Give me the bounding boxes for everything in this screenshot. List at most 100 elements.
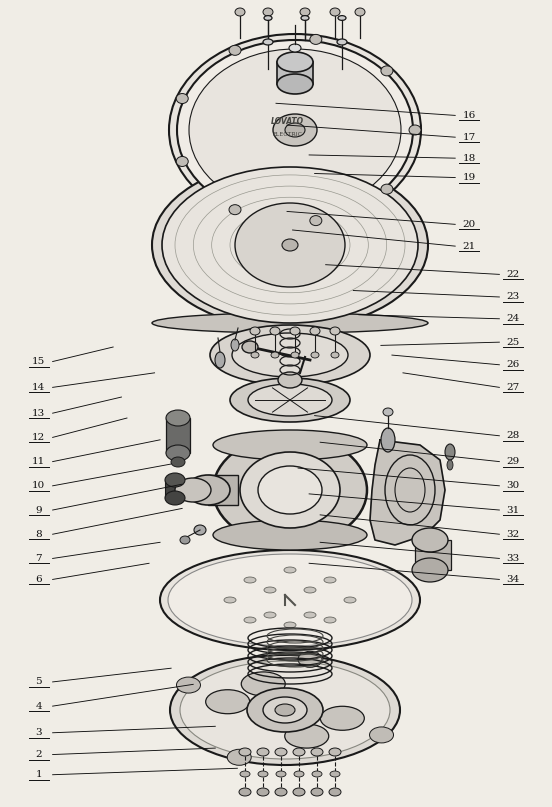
Ellipse shape bbox=[168, 554, 412, 646]
Ellipse shape bbox=[282, 239, 298, 251]
Ellipse shape bbox=[337, 39, 347, 45]
Text: 9: 9 bbox=[35, 505, 42, 515]
Ellipse shape bbox=[239, 788, 251, 796]
Ellipse shape bbox=[170, 655, 400, 765]
Ellipse shape bbox=[213, 430, 367, 460]
Ellipse shape bbox=[278, 372, 302, 388]
Ellipse shape bbox=[289, 44, 301, 52]
Ellipse shape bbox=[284, 567, 296, 573]
Ellipse shape bbox=[271, 352, 279, 358]
Ellipse shape bbox=[383, 408, 393, 416]
Ellipse shape bbox=[241, 672, 285, 696]
Ellipse shape bbox=[344, 597, 356, 603]
Text: 32: 32 bbox=[507, 529, 520, 539]
Text: 27: 27 bbox=[507, 383, 520, 392]
Text: 5: 5 bbox=[35, 677, 42, 687]
Text: 14: 14 bbox=[32, 383, 45, 392]
Ellipse shape bbox=[445, 444, 455, 460]
Text: 30: 30 bbox=[507, 481, 520, 491]
Text: 15: 15 bbox=[32, 357, 45, 366]
Ellipse shape bbox=[263, 697, 307, 723]
Ellipse shape bbox=[169, 212, 421, 228]
Bar bbox=[166, 418, 190, 453]
Text: 7: 7 bbox=[35, 554, 42, 563]
Ellipse shape bbox=[275, 704, 295, 716]
Text: 19: 19 bbox=[463, 173, 476, 182]
Ellipse shape bbox=[293, 748, 305, 756]
Text: LOVATO: LOVATO bbox=[270, 118, 304, 127]
Ellipse shape bbox=[290, 327, 300, 335]
Bar bbox=[277, 62, 313, 84]
Ellipse shape bbox=[275, 748, 287, 756]
Ellipse shape bbox=[311, 748, 323, 756]
Ellipse shape bbox=[235, 203, 345, 287]
Text: 22: 22 bbox=[507, 270, 520, 279]
Text: 11: 11 bbox=[32, 457, 45, 466]
Ellipse shape bbox=[224, 597, 236, 603]
Ellipse shape bbox=[330, 771, 340, 777]
Ellipse shape bbox=[330, 8, 340, 16]
Ellipse shape bbox=[276, 771, 286, 777]
Text: 6: 6 bbox=[35, 575, 42, 584]
Text: 16: 16 bbox=[463, 111, 476, 120]
Text: 12: 12 bbox=[32, 433, 45, 442]
Ellipse shape bbox=[229, 205, 241, 215]
Ellipse shape bbox=[257, 748, 269, 756]
Ellipse shape bbox=[213, 520, 367, 550]
Ellipse shape bbox=[232, 333, 348, 377]
Ellipse shape bbox=[176, 157, 188, 166]
Ellipse shape bbox=[273, 114, 317, 146]
Ellipse shape bbox=[215, 352, 225, 368]
Ellipse shape bbox=[263, 8, 273, 16]
Ellipse shape bbox=[301, 15, 309, 20]
Text: ELECTRIC: ELECTRIC bbox=[272, 132, 302, 136]
Ellipse shape bbox=[264, 587, 276, 593]
Ellipse shape bbox=[381, 428, 395, 452]
Ellipse shape bbox=[160, 550, 420, 650]
Ellipse shape bbox=[257, 788, 269, 796]
Ellipse shape bbox=[277, 74, 313, 94]
Ellipse shape bbox=[165, 473, 185, 487]
Ellipse shape bbox=[409, 125, 421, 135]
Ellipse shape bbox=[412, 528, 448, 552]
Ellipse shape bbox=[381, 184, 393, 194]
Text: 23: 23 bbox=[507, 292, 520, 302]
Text: 31: 31 bbox=[507, 505, 520, 515]
Ellipse shape bbox=[189, 49, 401, 211]
Ellipse shape bbox=[293, 788, 305, 796]
Ellipse shape bbox=[310, 327, 320, 335]
Ellipse shape bbox=[331, 352, 339, 358]
Ellipse shape bbox=[242, 341, 258, 353]
Ellipse shape bbox=[239, 748, 251, 756]
Bar bbox=[208, 475, 238, 505]
Ellipse shape bbox=[329, 748, 341, 756]
Ellipse shape bbox=[320, 706, 364, 730]
Ellipse shape bbox=[277, 52, 313, 72]
Ellipse shape bbox=[258, 771, 268, 777]
Text: 13: 13 bbox=[32, 408, 45, 418]
Ellipse shape bbox=[177, 677, 200, 693]
Ellipse shape bbox=[311, 352, 319, 358]
Ellipse shape bbox=[244, 577, 256, 583]
Ellipse shape bbox=[213, 435, 367, 545]
Ellipse shape bbox=[180, 661, 390, 759]
Ellipse shape bbox=[240, 452, 340, 528]
Text: 28: 28 bbox=[507, 431, 520, 441]
Ellipse shape bbox=[264, 15, 272, 20]
Ellipse shape bbox=[290, 45, 300, 51]
Text: 1: 1 bbox=[35, 770, 42, 780]
Ellipse shape bbox=[355, 8, 365, 16]
Ellipse shape bbox=[227, 749, 251, 765]
Ellipse shape bbox=[244, 617, 256, 623]
Ellipse shape bbox=[270, 327, 280, 335]
Ellipse shape bbox=[381, 66, 393, 76]
Ellipse shape bbox=[310, 215, 322, 226]
Ellipse shape bbox=[285, 724, 329, 748]
Ellipse shape bbox=[298, 651, 322, 667]
Ellipse shape bbox=[166, 410, 190, 426]
Ellipse shape bbox=[162, 167, 418, 323]
Ellipse shape bbox=[300, 8, 310, 16]
Ellipse shape bbox=[247, 688, 323, 732]
Ellipse shape bbox=[412, 558, 448, 582]
Ellipse shape bbox=[250, 327, 260, 335]
